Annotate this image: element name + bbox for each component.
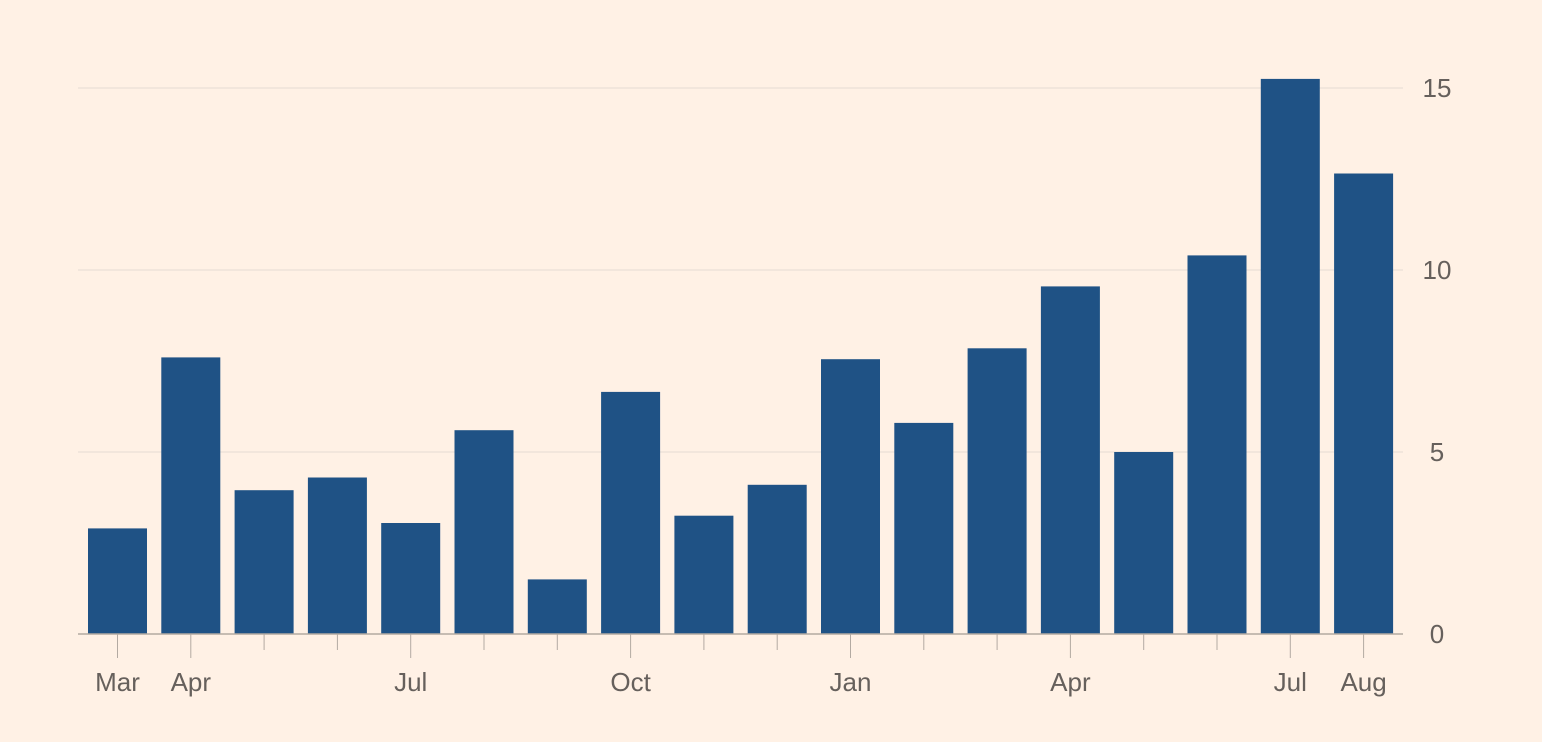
gridlines xyxy=(78,87,1403,453)
bar-may-2 xyxy=(234,490,294,634)
y-tick-label: 0 xyxy=(1430,619,1444,649)
x-tick-label: Oct xyxy=(610,667,651,697)
x-tick-label: Aug xyxy=(1340,667,1386,697)
bar-jul-4 xyxy=(381,523,441,634)
bars xyxy=(88,78,1394,634)
y-tick-label: 5 xyxy=(1430,437,1444,467)
bar-feb-11 xyxy=(894,422,954,634)
y-tick-label: 10 xyxy=(1423,255,1452,285)
x-tick-label: Jul xyxy=(394,667,427,697)
x-tick-label: Jan xyxy=(830,667,872,697)
bar-apr-1 xyxy=(161,357,221,634)
x-tick-label: Apr xyxy=(171,667,212,697)
bar-oct-7 xyxy=(601,391,661,634)
x-tick-label: Jul xyxy=(1274,667,1307,697)
x-tick-label: Mar xyxy=(95,667,140,697)
bar-apr-13 xyxy=(1040,286,1100,634)
bar-mar-12 xyxy=(967,348,1027,634)
bar-jul-16 xyxy=(1260,78,1320,634)
bar-jun-3 xyxy=(307,477,367,634)
bar-aug-17 xyxy=(1334,173,1394,634)
bar-sep-6 xyxy=(527,579,587,634)
bar-aug-5 xyxy=(454,430,514,634)
x-tick-label: Apr xyxy=(1050,667,1091,697)
bar-nov-8 xyxy=(674,515,734,634)
bar-may-14 xyxy=(1114,452,1174,634)
bar-jan-10 xyxy=(821,359,880,634)
x-axis: Mar Apr Jul Oct Jan Apr Jul Aug xyxy=(78,633,1403,697)
y-axis: 0 5 10 15 xyxy=(1423,73,1452,649)
bar-mar-0 xyxy=(88,528,147,634)
bar-dec-9 xyxy=(747,484,807,634)
bar-jun-15 xyxy=(1187,255,1247,634)
y-tick-label: 15 xyxy=(1423,73,1452,103)
